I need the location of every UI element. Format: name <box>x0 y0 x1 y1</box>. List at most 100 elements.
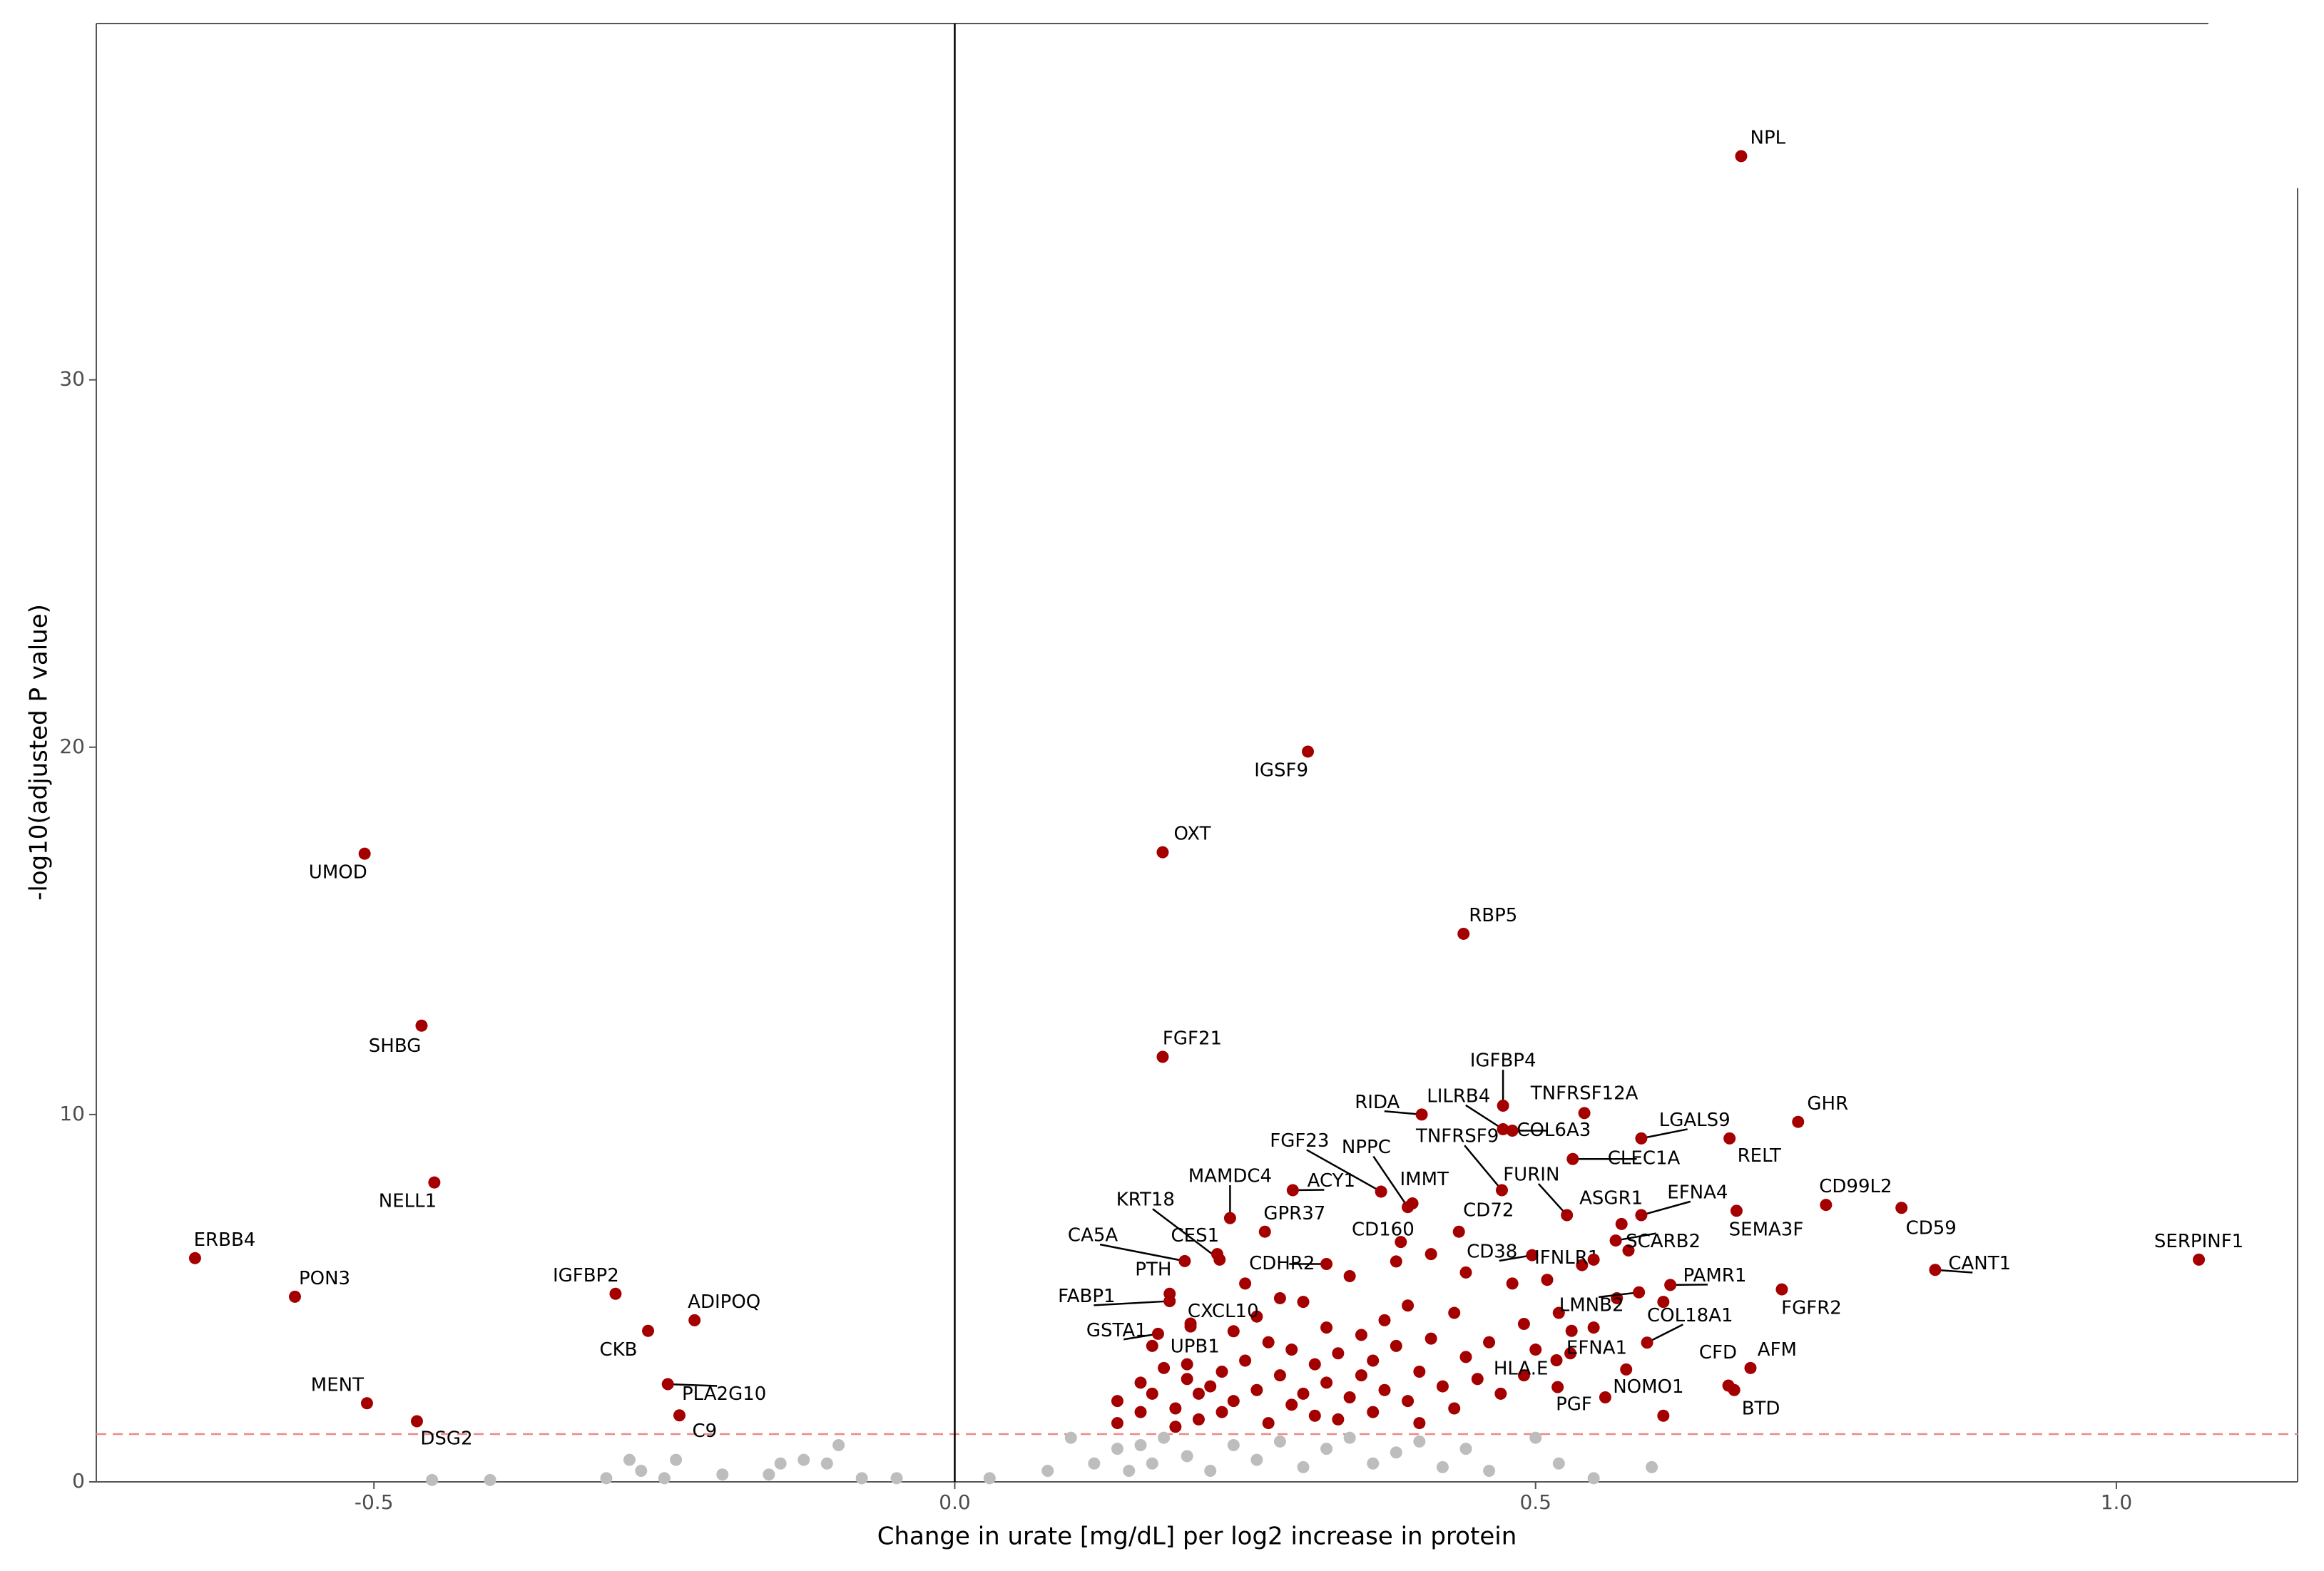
point <box>1064 1431 1077 1444</box>
point-label: TNFRSF9 <box>1415 1126 1499 1147</box>
point <box>1111 1417 1123 1430</box>
point <box>1550 1353 1563 1366</box>
point <box>1111 1395 1123 1408</box>
point <box>1413 1417 1426 1430</box>
point <box>1163 1295 1176 1308</box>
point-label: FGF21 <box>1163 1028 1222 1050</box>
point-label: CD59 <box>1906 1217 1957 1239</box>
point-label: IGFBP4 <box>1470 1050 1536 1072</box>
point <box>983 1472 996 1485</box>
point-label: ACY1 <box>1308 1170 1355 1192</box>
point <box>1181 1358 1193 1371</box>
point <box>426 1473 439 1486</box>
point-label: CD99L2 <box>1819 1176 1892 1197</box>
point <box>1390 1255 1402 1268</box>
point <box>1406 1197 1419 1210</box>
point-label: GPR37 <box>1263 1203 1325 1224</box>
point-label: NELL1 <box>379 1191 437 1212</box>
point <box>1158 1361 1171 1374</box>
point <box>623 1453 636 1466</box>
point <box>1495 1184 1508 1197</box>
point <box>1355 1369 1367 1382</box>
point <box>797 1453 810 1466</box>
point <box>1551 1381 1564 1393</box>
point <box>358 847 371 860</box>
point-label: ADIPOQ <box>688 1291 760 1313</box>
point <box>1620 1363 1633 1376</box>
point-label: ERBB4 <box>194 1229 256 1251</box>
point <box>1111 1443 1123 1455</box>
leader-line <box>1384 1110 1422 1116</box>
point <box>1262 1417 1275 1430</box>
point <box>1320 1321 1333 1334</box>
point <box>484 1473 496 1486</box>
point <box>1262 1336 1275 1349</box>
point <box>1227 1325 1240 1338</box>
point <box>1402 1299 1415 1312</box>
point-label: SERPINF1 <box>2154 1231 2243 1252</box>
leader-line <box>1646 1324 1683 1344</box>
point <box>1227 1395 1240 1408</box>
point <box>855 1472 868 1485</box>
point <box>1181 1450 1193 1463</box>
point-label: RELT <box>1738 1145 1781 1167</box>
point-label: FABP1 <box>1058 1286 1115 1307</box>
point-label: EFNA1 <box>1566 1338 1627 1359</box>
point-label: NPPC <box>1342 1137 1391 1158</box>
point-label: SCARB2 <box>1626 1231 1701 1252</box>
point <box>1181 1373 1193 1386</box>
point <box>415 1019 428 1032</box>
point-label: IMMT <box>1400 1169 1449 1190</box>
point-label: OXT <box>1173 824 1211 845</box>
point <box>1156 1050 1169 1063</box>
point <box>1134 1406 1147 1418</box>
point <box>670 1453 683 1466</box>
point <box>1792 1115 1805 1128</box>
point <box>1599 1391 1611 1404</box>
point-label: SHBG <box>369 1035 422 1057</box>
point <box>1657 1296 1670 1309</box>
point <box>1728 1383 1741 1396</box>
point <box>1587 1472 1600 1485</box>
point <box>1151 1327 1164 1340</box>
point <box>1250 1383 1263 1396</box>
point <box>1517 1318 1530 1331</box>
point <box>1308 1409 1321 1422</box>
point <box>1184 1320 1197 1333</box>
point <box>1215 1406 1228 1418</box>
point <box>1529 1344 1542 1356</box>
point <box>1471 1373 1484 1386</box>
point <box>890 1472 903 1485</box>
point-label: C9 <box>692 1421 717 1442</box>
leader-line <box>1599 1291 1639 1299</box>
point <box>1343 1431 1356 1444</box>
point <box>1497 1100 1509 1112</box>
point-label: ASGR1 <box>1579 1188 1643 1209</box>
point <box>1541 1274 1554 1286</box>
point-label: DSG2 <box>420 1428 472 1449</box>
point <box>658 1472 671 1485</box>
point-label: CD160 <box>1352 1219 1415 1241</box>
point-label: MAMDC4 <box>1188 1165 1272 1187</box>
point <box>1367 1354 1380 1367</box>
point-label: COL18A1 <box>1647 1305 1733 1326</box>
point <box>1641 1336 1653 1349</box>
point-label: NOMO1 <box>1613 1376 1683 1398</box>
y-tick-label: 30 <box>59 367 85 391</box>
point-label: PON3 <box>299 1268 350 1289</box>
point <box>1448 1306 1461 1319</box>
point <box>1565 1324 1578 1337</box>
point <box>1615 1217 1628 1230</box>
x-axis-title: Change in urate [mg/dL] per log2 increas… <box>877 1523 1517 1551</box>
point-label: GHR <box>1807 1093 1848 1115</box>
x-tick-label: 0.5 <box>1519 1490 1551 1514</box>
point-label: COL6A3 <box>1517 1120 1591 1141</box>
point <box>1239 1277 1252 1290</box>
point <box>1633 1286 1646 1299</box>
point <box>1273 1291 1286 1304</box>
point <box>609 1287 622 1300</box>
point <box>600 1472 613 1485</box>
point <box>1332 1413 1345 1426</box>
point-label: LGALS9 <box>1659 1110 1731 1131</box>
